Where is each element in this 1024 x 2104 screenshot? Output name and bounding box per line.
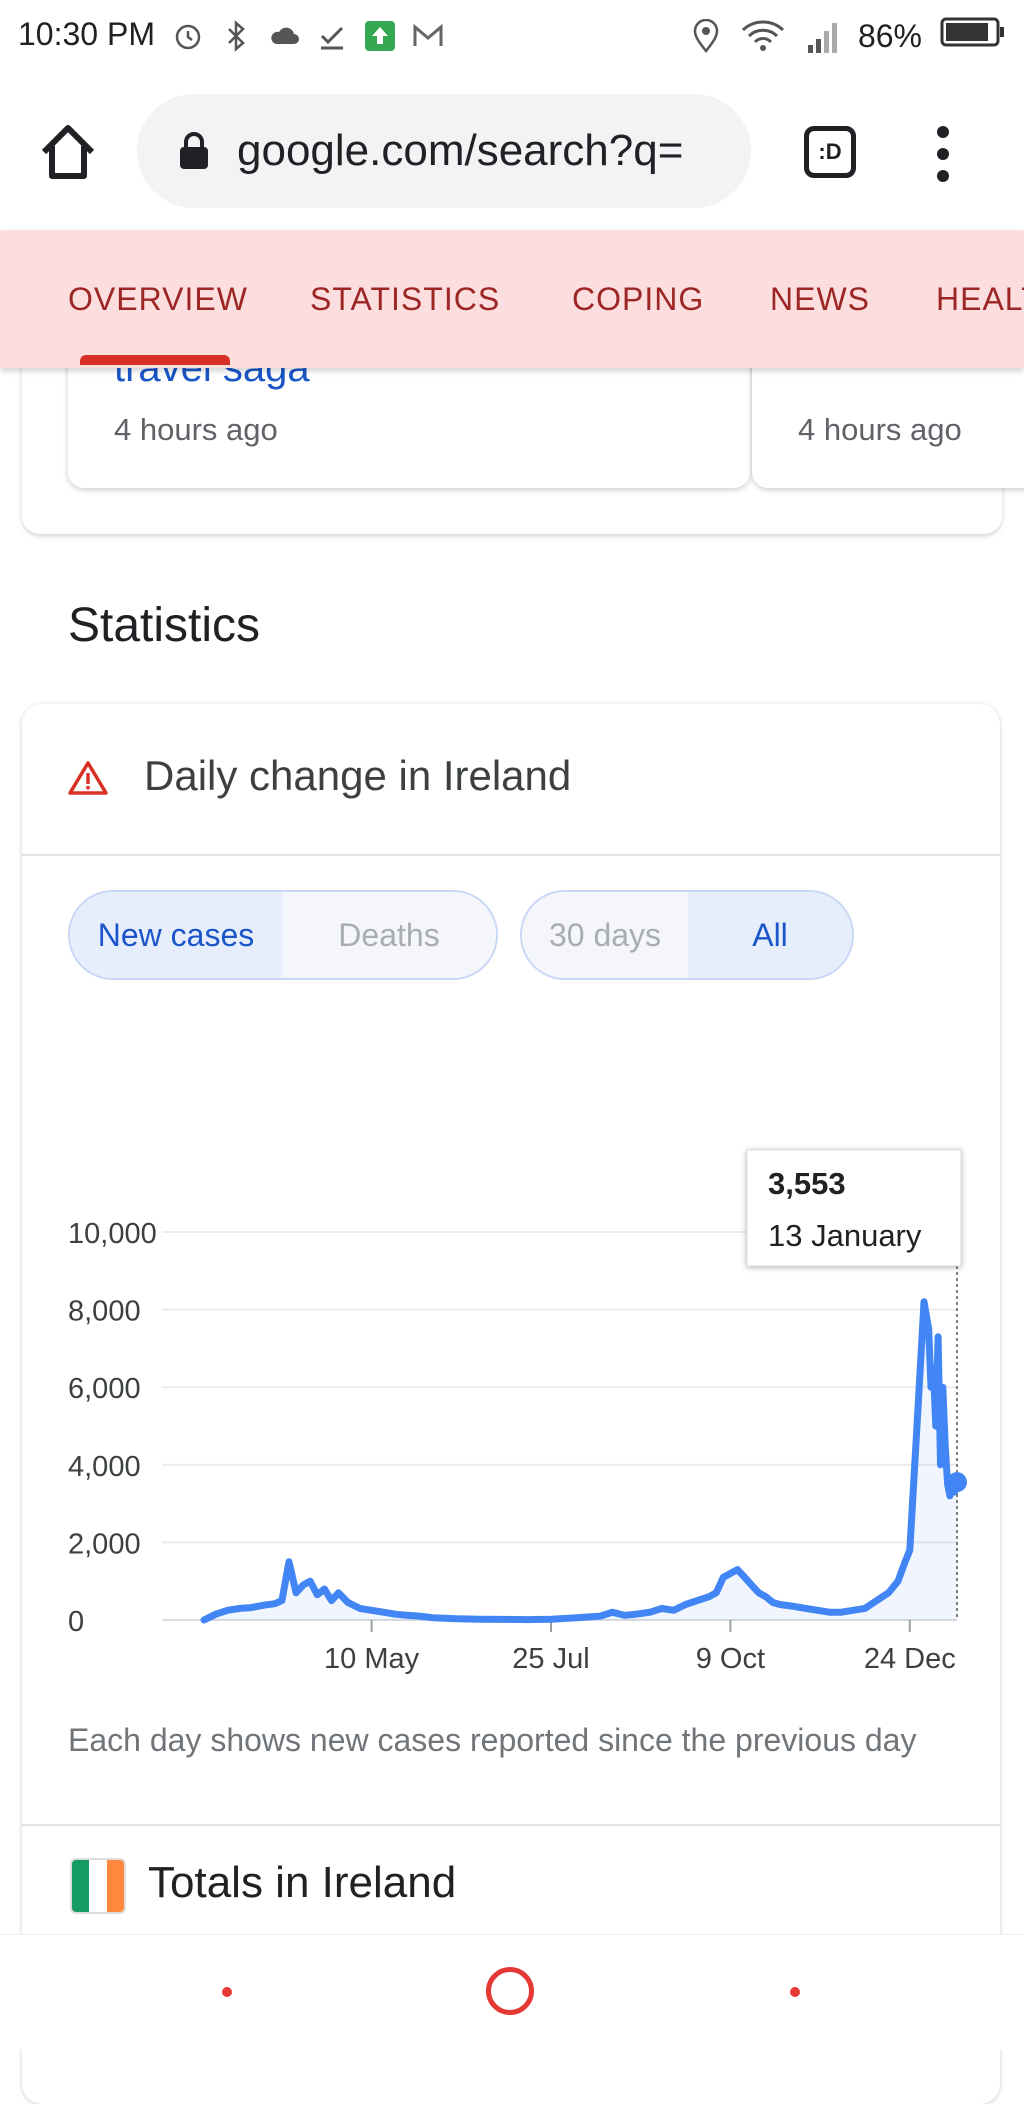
location-icon xyxy=(690,19,722,53)
bluetooth-icon xyxy=(220,20,252,52)
card-header: Daily change in Ireland xyxy=(22,704,1000,856)
metric-toggle: New cases Deaths xyxy=(68,890,498,980)
alarm-icon xyxy=(172,20,204,52)
download-done-icon xyxy=(316,20,348,52)
hover-point[interactable] xyxy=(947,1472,967,1493)
system-nav-bar xyxy=(0,1934,1024,2049)
all-toggle[interactable]: All xyxy=(688,892,852,978)
x-tick-label: 25 Jul xyxy=(512,1643,589,1675)
wifi-icon xyxy=(740,20,786,52)
y-tick-label: 4,000 xyxy=(68,1451,141,1483)
y-tick-label: 8,000 xyxy=(68,1296,141,1328)
gmail-icon xyxy=(412,20,444,52)
battery-percent: 86% xyxy=(857,17,922,54)
series-line xyxy=(200,1298,961,1624)
tooltip-value: 3,553 xyxy=(768,1166,846,1201)
cell-signal-icon xyxy=(804,20,840,53)
status-notification-icons xyxy=(172,16,444,56)
new-cases-toggle[interactable]: New cases xyxy=(70,892,282,978)
range-toggle: 30 days All xyxy=(520,890,854,980)
overflow-menu-button[interactable] xyxy=(928,124,958,184)
battery-icon xyxy=(940,16,1006,56)
card-title: Daily change in Ireland xyxy=(144,752,572,799)
totals-title: Totals in Ireland xyxy=(148,1858,457,1907)
statistics-card: Daily change in Ireland New cases Deaths… xyxy=(22,704,1000,2104)
y-tick-label: 10,000 xyxy=(68,1218,157,1250)
home-button[interactable] xyxy=(36,120,100,184)
nav-menu-button[interactable] xyxy=(222,1987,232,1997)
ireland-flag-icon xyxy=(70,1858,126,1914)
y-tick-label: 2,000 xyxy=(68,1528,141,1560)
y-tick-label: 6,000 xyxy=(68,1373,141,1405)
topic-tabs: OVERVIEW STATISTICS COPING NEWS HEALT xyxy=(0,230,1024,368)
tab-coping[interactable]: COPING xyxy=(572,280,705,317)
more-vert-icon xyxy=(937,126,949,182)
tab-news[interactable]: NEWS xyxy=(770,280,870,317)
lock-icon xyxy=(180,132,208,169)
browser-toolbar: google.com/search?q= :D xyxy=(0,74,1024,230)
tab-overview[interactable]: OVERVIEW xyxy=(68,280,248,317)
y-tick-label: 0 xyxy=(68,1606,84,1638)
home-icon xyxy=(41,125,95,179)
status-bar: 10:30 PM 86% xyxy=(0,0,1024,74)
status-time: 10:30 PM xyxy=(18,16,155,52)
30-days-toggle[interactable]: 30 days xyxy=(522,892,688,978)
statistics-heading: Statistics xyxy=(68,599,261,652)
x-tick-label: 10 May xyxy=(324,1643,420,1675)
active-tab-indicator xyxy=(80,355,230,365)
divider xyxy=(22,1824,1000,1826)
status-system-icons: 86% xyxy=(690,14,1006,58)
tooltip-date: 13 January xyxy=(768,1218,922,1253)
tab-health[interactable]: HEALT xyxy=(936,280,1024,317)
cases-line-chart[interactable]: 0 2,000 4,000 6,000 8,000 10,000 10 May 25 Jul… xyxy=(22,1024,1000,1704)
cloud-icon xyxy=(268,20,300,52)
tab-switcher-button[interactable]: :D xyxy=(804,126,856,178)
nav-home-button[interactable] xyxy=(486,1967,534,2015)
deaths-toggle[interactable]: Deaths xyxy=(282,892,496,978)
x-tick-label: 24 Dec xyxy=(864,1643,956,1675)
nav-back-button[interactable] xyxy=(790,1987,800,1997)
chart-tooltip: 3,553 13 January xyxy=(746,1149,962,1267)
address-bar[interactable]: google.com/search?q= xyxy=(137,94,751,208)
tab-statistics[interactable]: STATISTICS xyxy=(310,280,501,317)
warning-icon xyxy=(68,761,108,795)
chart-caption: Each day shows new cases reported since … xyxy=(68,1722,917,1758)
news-time: 4 hours ago xyxy=(114,412,278,447)
series-area xyxy=(204,1301,957,1620)
url-text: google.com/search?q= xyxy=(237,126,684,175)
upload-icon xyxy=(364,20,396,52)
news-time: 4 hours ago xyxy=(798,412,962,447)
x-tick-label: 9 Oct xyxy=(696,1643,765,1675)
